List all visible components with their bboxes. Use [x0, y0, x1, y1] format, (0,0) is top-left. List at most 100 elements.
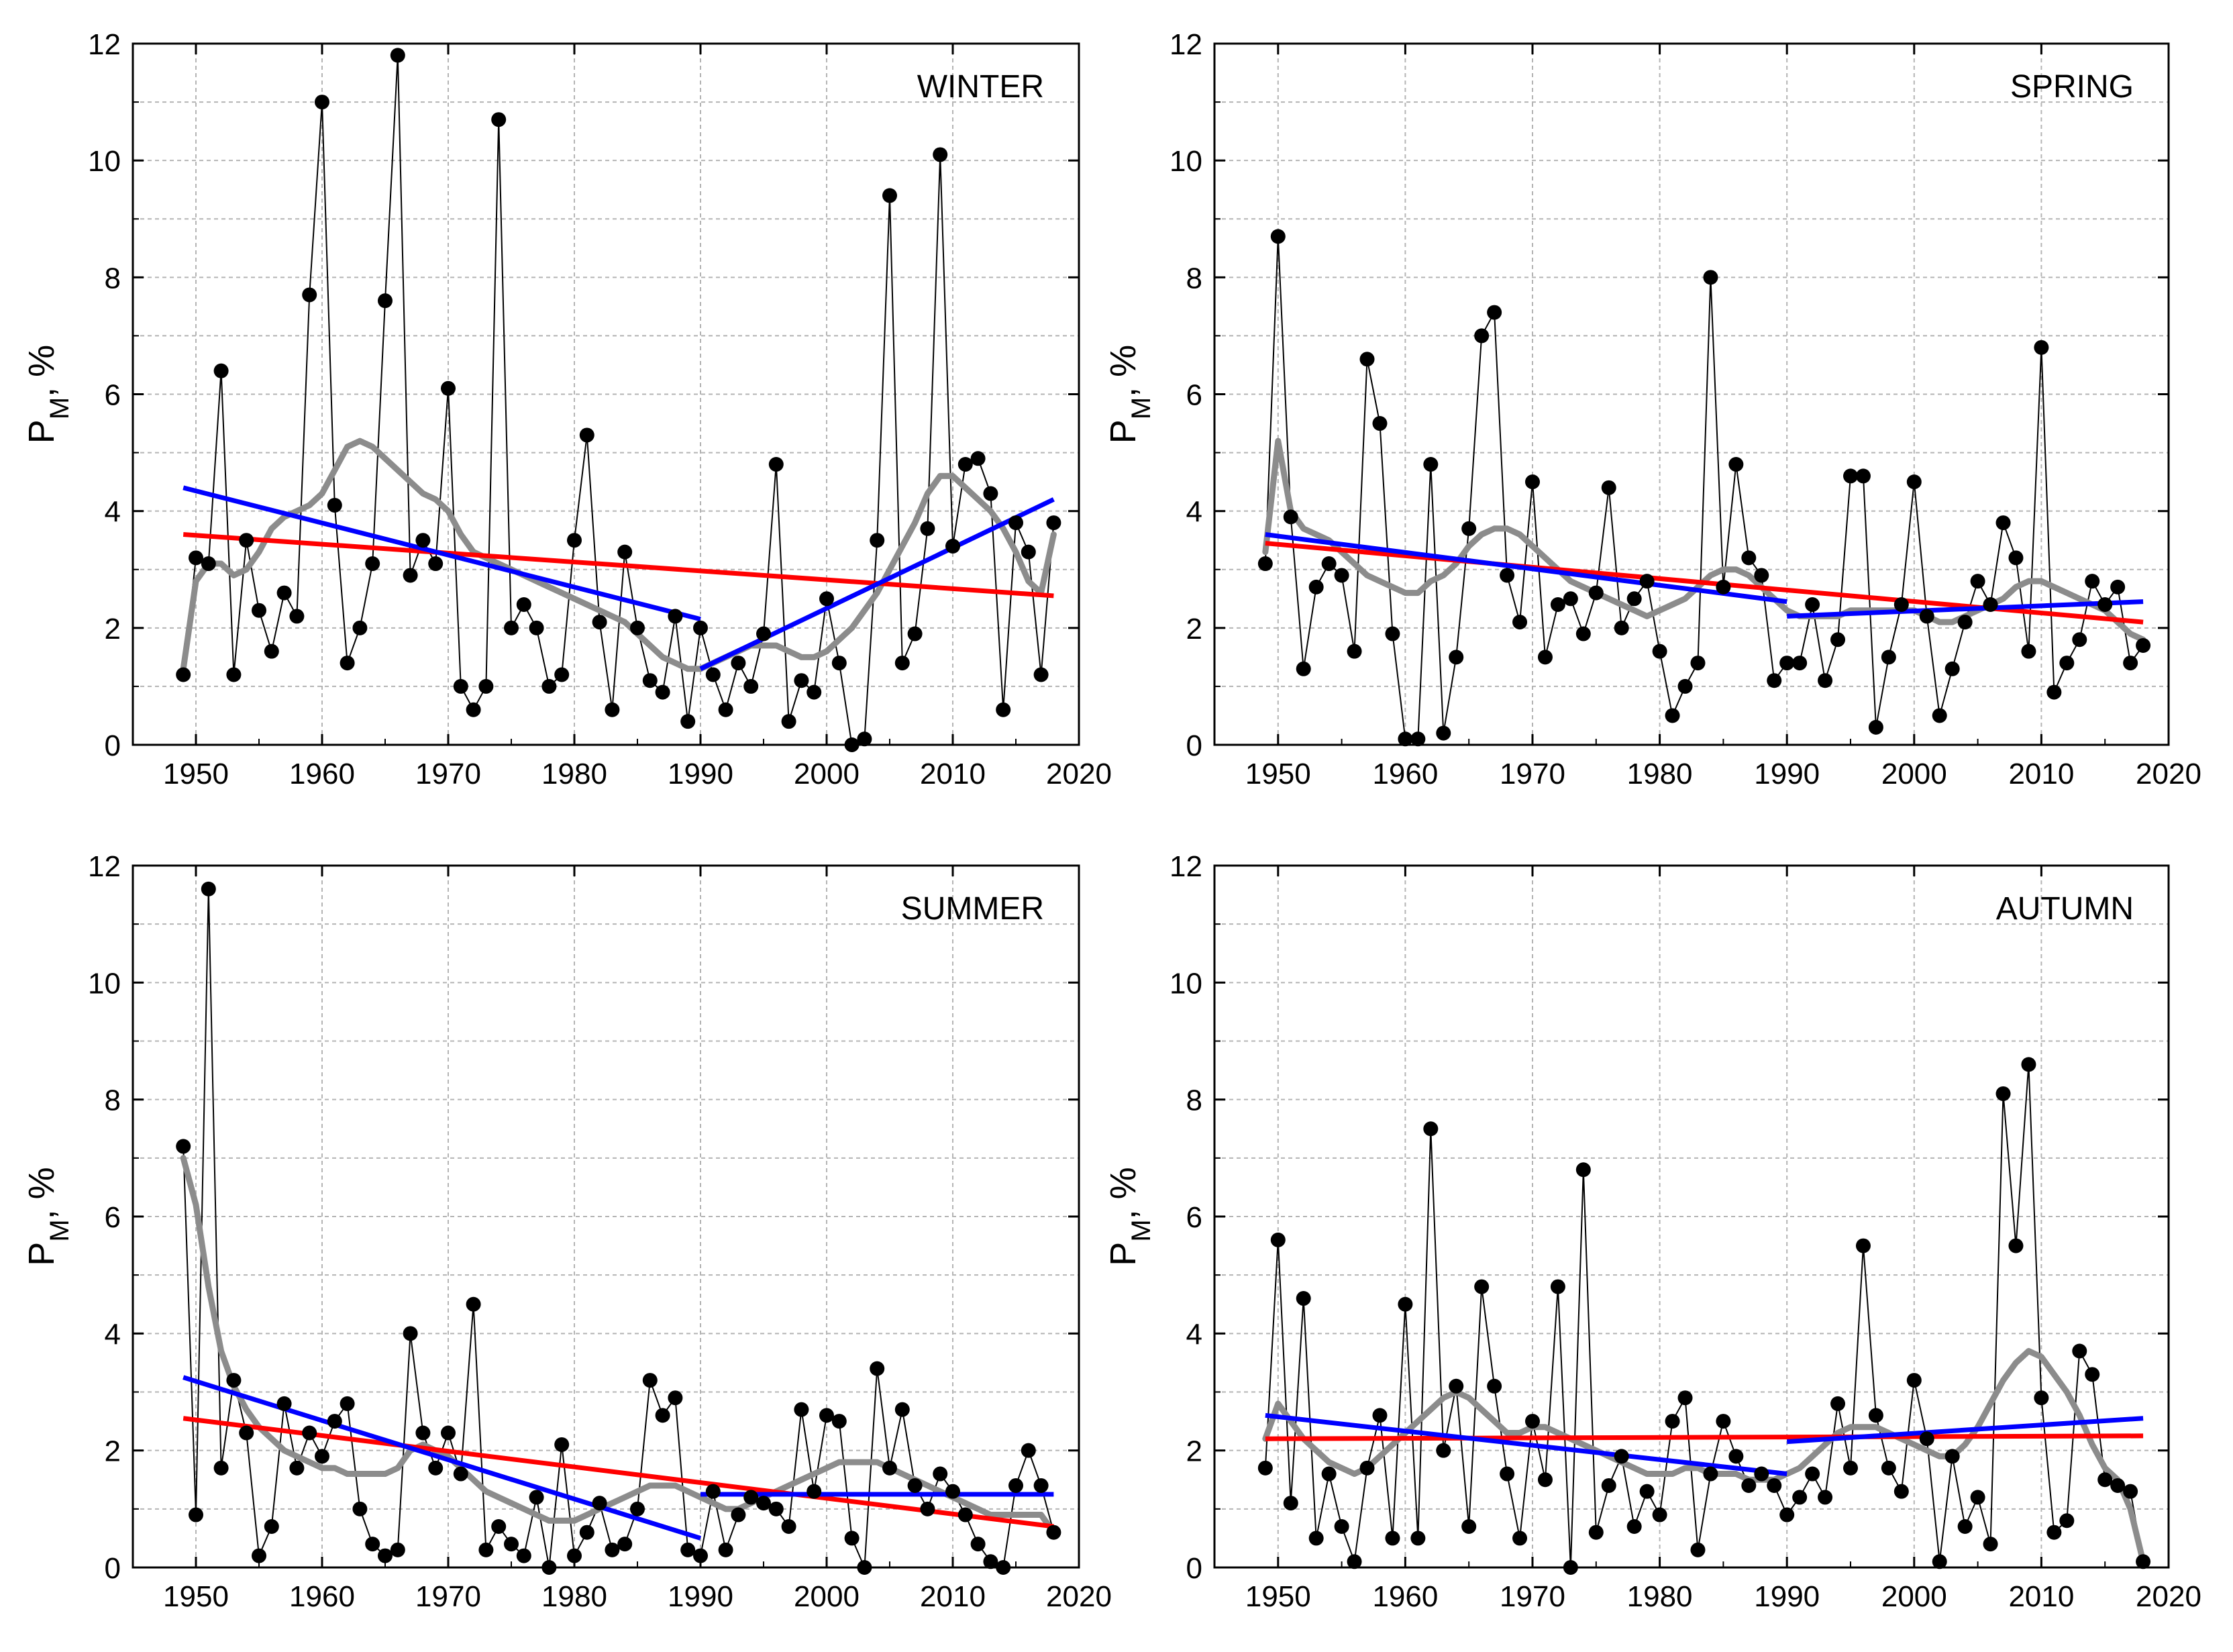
spring-point-1958: [1372, 416, 1388, 431]
spring-point-1957: [1359, 352, 1375, 367]
autumn-xtick-label: 2000: [1881, 1580, 1947, 1613]
winter-point-1956: [264, 643, 279, 659]
summer-point-2015: [1008, 1478, 1023, 1493]
spring-ytick-label: 2: [1186, 613, 1202, 646]
summer-point-1980: [567, 1548, 582, 1563]
autumn-point-1983: [1690, 1542, 1706, 1557]
spring-point-1980: [1652, 643, 1667, 659]
winter-point-2016: [1021, 544, 1036, 560]
autumn-point-1994: [1830, 1396, 1846, 1411]
winter-point-1981: [579, 427, 594, 443]
summer-ylabel-sub: M: [45, 1219, 74, 1241]
summer-xtick-label: 1950: [163, 1580, 229, 1613]
summer-point-1963: [352, 1501, 368, 1516]
summer-xtick-label: 2010: [920, 1580, 986, 1613]
summer-point-1990: [693, 1548, 708, 1563]
autumn-point-1974: [1575, 1162, 1591, 1178]
summer-point-2000: [819, 1408, 834, 1423]
summer-point-1995: [756, 1496, 771, 1511]
winter-point-1975: [504, 620, 519, 635]
winter-xtick-label: 1950: [163, 758, 229, 790]
autumn-point-1972: [1550, 1279, 1565, 1294]
summer-point-1956: [264, 1518, 279, 1534]
winter-ytick-label: 8: [105, 262, 121, 295]
spring-xtick-label: 1970: [1500, 758, 1565, 790]
summer-point-1951: [201, 881, 216, 896]
spring-point-2010: [2034, 340, 2049, 355]
winter-point-1969: [428, 556, 444, 572]
spring-point-1963: [1436, 725, 1451, 741]
summer-point-2011: [957, 1507, 973, 1522]
autumn-point-1995: [1843, 1460, 1858, 1476]
summer-point-1987: [655, 1408, 670, 1423]
spring-point-1998: [1881, 650, 1896, 665]
spring-point-2004: [1957, 615, 1973, 630]
spring-ytick-label: 8: [1186, 262, 1202, 295]
winter-xtick-label: 1990: [668, 758, 733, 790]
autumn-point-1976: [1601, 1478, 1616, 1493]
summer-point-1996: [768, 1501, 784, 1516]
winter-xtick-label: 2010: [920, 758, 986, 790]
autumn-xtick-label: 1980: [1627, 1580, 1693, 1613]
winter-point-1953: [226, 667, 242, 682]
autumn-point-2010: [2034, 1390, 2049, 1406]
spring-point-1977: [1614, 620, 1629, 635]
spring-ytick-label: 6: [1186, 379, 1202, 412]
spring-point-2009: [2021, 643, 2036, 659]
summer-point-1974: [491, 1518, 507, 1534]
autumn-point-1996: [1855, 1238, 1871, 1253]
winter-ytick-label: 0: [105, 729, 121, 762]
spring-point-2011: [2046, 684, 2062, 700]
autumn-xtick-label: 1970: [1500, 1580, 1565, 1613]
autumn-point-1992: [1805, 1466, 1820, 1482]
autumn-ylabel-sub: M: [1127, 1219, 1156, 1241]
spring-point-1965: [1461, 521, 1477, 536]
autumn-point-1957: [1359, 1460, 1375, 1476]
autumn-xtick-label: 1990: [1754, 1580, 1820, 1613]
autumn-point-1951: [1283, 1496, 1298, 1511]
winter-point-1959: [302, 287, 317, 303]
spring-point-1985: [1716, 579, 1731, 595]
winter-point-1972: [466, 702, 481, 717]
winter-point-2011: [957, 457, 973, 472]
summer-ytick-label: 2: [105, 1435, 121, 1468]
autumn-xtick-label: 1950: [1245, 1580, 1311, 1613]
winter-point-1997: [781, 714, 796, 729]
winter-ytick-label: 4: [105, 496, 121, 529]
spring-point-1962: [1423, 457, 1439, 472]
spring-ytick-label: 4: [1186, 496, 1202, 529]
autumn-point-1993: [1818, 1490, 1833, 1505]
winter-xtick-label: 2020: [1046, 758, 1112, 790]
autumn-point-1964: [1449, 1378, 1464, 1394]
spring-xtick-label: 2020: [2136, 758, 2201, 790]
autumn-point-2014: [2085, 1367, 2100, 1382]
winter-point-2013: [983, 486, 998, 501]
spring-point-1960: [1398, 731, 1413, 747]
winter-point-1994: [743, 678, 759, 694]
summer-point-1958: [289, 1460, 305, 1476]
autumn-point-1956: [1347, 1554, 1362, 1569]
winter-point-1979: [554, 667, 570, 682]
summer-trend-segment-1: [183, 1375, 702, 1541]
winter-point-1963: [352, 620, 368, 635]
autumn-point-1963: [1436, 1443, 1451, 1458]
autumn-point-1982: [1677, 1390, 1693, 1406]
winter-point-2018: [1046, 515, 1061, 531]
autumn-xtick-label: 2020: [2136, 1580, 2201, 1613]
summer-point-1997: [781, 1518, 796, 1534]
winter-trend-full: [183, 532, 1054, 599]
autumn-ytick-label: 6: [1186, 1201, 1202, 1234]
summer-ytick-label: 8: [105, 1084, 121, 1117]
autumn-xtick-label: 2010: [2008, 1580, 2074, 1613]
autumn-point-2018: [2136, 1554, 2151, 1569]
spring-ylabel-sub: M: [1127, 397, 1156, 419]
summer-grid: [133, 866, 1079, 1567]
spring-xtick-label: 1950: [1245, 758, 1311, 790]
autumn-point-1999: [1893, 1484, 1909, 1499]
autumn-point-1984: [1703, 1466, 1718, 1482]
summer-point-1983: [605, 1542, 620, 1557]
winter-point-1955: [252, 603, 266, 618]
summer-point-1989: [680, 1542, 696, 1557]
autumn-point-1988: [1754, 1466, 1769, 1482]
summer-point-2009: [933, 1466, 948, 1482]
